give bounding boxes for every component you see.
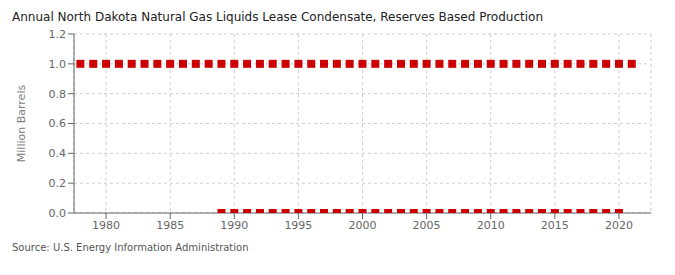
svg-text:1995: 1995 [284,219,312,232]
svg-text:2010: 2010 [477,219,505,232]
svg-text:1985: 1985 [156,219,184,232]
svg-text:1.0: 1.0 [49,58,67,71]
svg-text:2005: 2005 [413,219,441,232]
svg-text:2000: 2000 [349,219,377,232]
svg-text:0.4: 0.4 [49,147,67,160]
svg-text:Million Barrels: Million Barrels [15,85,28,163]
svg-text:1.2: 1.2 [49,28,67,41]
svg-text:0.6: 0.6 [49,117,67,130]
svg-text:2015: 2015 [541,219,569,232]
html-text:Source: U.S. Energy Informatio: Source: U.S. Energy Information Administ… [12,242,249,253]
svg-text:1980: 1980 [92,219,120,232]
svg-text:2020: 2020 [605,219,633,232]
svg-text:0.2: 0.2 [49,177,67,190]
svg-text:1990: 1990 [220,219,248,232]
html-text:Annual North Dakota Natural Ga: Annual North Dakota Natural Gas Liquids … [12,10,543,24]
svg-text:0.8: 0.8 [49,88,67,101]
svg-text:0.0: 0.0 [49,207,67,220]
